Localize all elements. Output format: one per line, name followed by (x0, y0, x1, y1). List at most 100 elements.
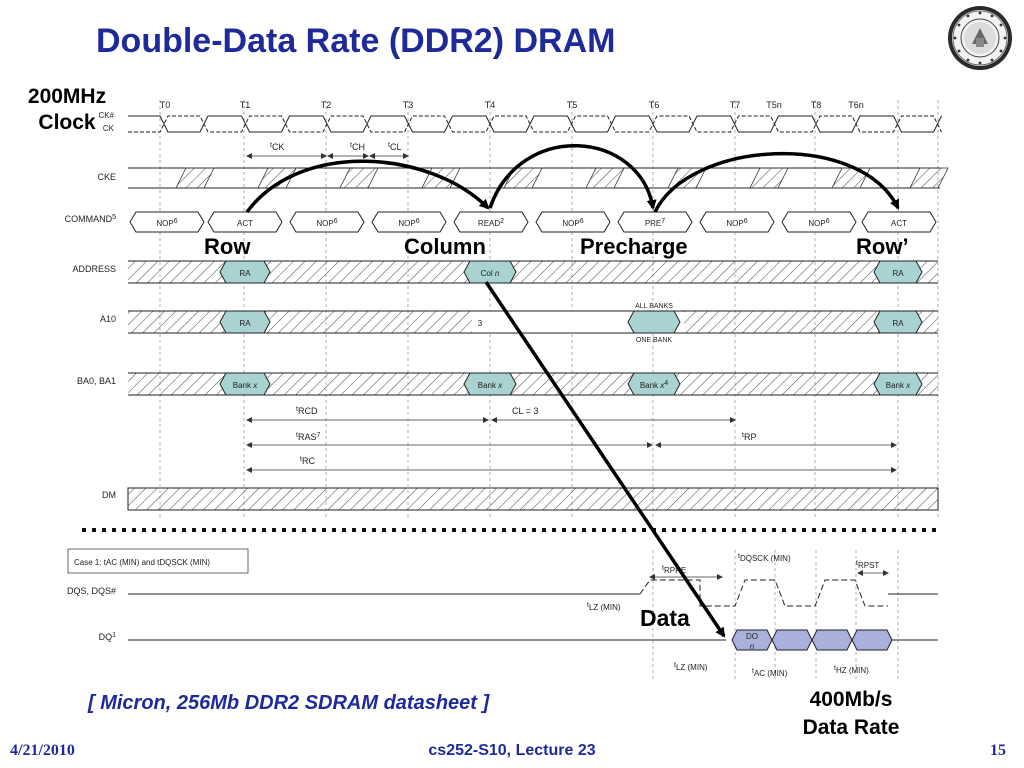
a10-note: 3 (478, 319, 483, 328)
clock-tick-label: T3 (403, 100, 414, 110)
case-box (67, 548, 249, 574)
data-callout: Data (640, 605, 690, 631)
cke-hatch-segment (339, 167, 379, 189)
command-label: ACT (891, 219, 907, 228)
command-cell (861, 211, 937, 233)
signal-name: DQS, DQS# (67, 586, 116, 596)
clock-parameter-label: tCL (388, 142, 401, 153)
citation: [ Micron, 256Mb DDR2 SDRAM datasheet ] (88, 692, 490, 714)
bank-bus-cell (627, 372, 681, 396)
row-prime-callout: Row’ (856, 234, 909, 259)
dq-data-cell (811, 629, 853, 651)
signal-name: BA0, BA1 (77, 376, 116, 386)
command-cell (371, 211, 447, 233)
dqs-parameter-label: tRPST (856, 560, 879, 571)
clock-tick-label: T1 (240, 100, 251, 110)
signal-name: COMMAND5 (65, 214, 117, 225)
signal-name: A10 (100, 314, 116, 324)
column-callout: Column (404, 234, 486, 259)
cl-label: CL = 3 (512, 406, 538, 416)
a10-cell (627, 310, 681, 334)
address-cell-label: Col n (481, 269, 500, 278)
dq-cell-label: DO (746, 632, 758, 641)
clock-parameter-label: tCH (350, 142, 365, 153)
command-cell (535, 211, 611, 233)
dqs-parameter-label: tLZ (MIN) (587, 602, 621, 613)
tras-label: tRAS7 (296, 432, 320, 443)
dq-parameter-label: tAC (MIN) (752, 668, 788, 679)
trc-label: tRC (300, 456, 315, 467)
clock-inverted-waveform (128, 115, 942, 133)
a10-cell-label: RA (239, 319, 251, 328)
row-callout: Row (204, 234, 251, 259)
bank-cell-label: Bank x (233, 381, 258, 390)
bank-cell-label: Bank x4 (640, 380, 668, 391)
clock-waveform (128, 115, 942, 133)
command-cell (781, 211, 857, 233)
precharge-callout: Precharge (580, 234, 688, 259)
clock-tick-label: T0 (160, 100, 171, 110)
dq-data-cell (771, 629, 813, 651)
signal-name: DM (102, 490, 116, 500)
address-bus-cell (219, 260, 271, 284)
command-label: NOP6 (156, 218, 177, 229)
dq-parameter-label: tLZ (MIN) (674, 662, 708, 673)
dq-parameter-label: tHZ (MIN) (834, 665, 869, 676)
slide-title: Double-Data Rate (DDR2) DRAM (96, 22, 616, 60)
clock-tick-label: T2 (321, 100, 332, 110)
bank-cell-label: Bank x (478, 381, 503, 390)
dq-cell-label: n (750, 642, 755, 651)
address-cell-label: RA (239, 269, 251, 278)
command-cell (289, 211, 365, 233)
signal-name: ADDRESS (72, 264, 116, 274)
footer-date: 4/21/2010 (10, 742, 75, 759)
command-label: NOP6 (808, 218, 829, 229)
address-bus-cell (873, 260, 923, 284)
command-cell (617, 211, 693, 233)
one-bank-label: ONE BANK (636, 337, 673, 344)
signal-name: DQ1 (99, 632, 117, 643)
signal-name: CKE (97, 172, 116, 182)
clock-tick-label: T5 (567, 100, 578, 110)
cke-hatch-segment (175, 167, 215, 189)
read-to-pre-arrow (488, 144, 657, 210)
pre-to-act-arrow (653, 151, 900, 213)
cke-hatch-segment (585, 167, 625, 189)
signal-name: CK (103, 124, 115, 133)
command-label: NOP6 (726, 218, 747, 229)
waveform-structure (67, 100, 949, 682)
signal-name: CK# (98, 111, 114, 120)
a10-cell (219, 310, 271, 334)
clock-tick-label: T6 (649, 100, 660, 110)
cke-hatch-segment (503, 167, 543, 189)
command-cell (699, 211, 775, 233)
bank-bus-cell (219, 372, 271, 396)
bank-cell-label: Bank x (886, 381, 911, 390)
a10-cell-label: RA (892, 319, 904, 328)
data-rate-label: 400Mb/s Data Rate (802, 688, 900, 739)
command-label: PRE7 (645, 218, 665, 229)
command-label: NOP6 (398, 218, 419, 229)
cke-hatch-segment (257, 167, 297, 189)
command-label: ACT (237, 219, 253, 228)
command-cell (207, 211, 283, 233)
address-cell-label: RA (892, 269, 904, 278)
clock-tick-label: T4 (485, 100, 496, 110)
clock-tick-label: T8 (811, 100, 822, 110)
dqs-parameter-label: tRPRE (662, 565, 686, 576)
address-bus-cell (463, 260, 517, 284)
a10-blank (476, 311, 628, 333)
command-cell (129, 211, 205, 233)
all-banks-label: ALL BANKS (635, 303, 673, 310)
command-label: READ2 (478, 218, 504, 229)
dqs-parameter-label: tDQSCK (MIN) (738, 553, 791, 564)
cke-hatch-segment (831, 167, 871, 189)
case-box-label: Case 1: tAC (MIN) and tDQSCK (MIN) (74, 558, 210, 567)
column-to-data-arrow (484, 281, 726, 638)
clock-parameter-label: tCK (270, 142, 284, 153)
dm-bus (127, 487, 939, 511)
a10-cell (873, 310, 923, 334)
annotation-arrows (245, 144, 900, 638)
waveform-labels: T0 T1 T2 T3 T4 T5 T6 T7 T5n T8 T6n CK# CK CKE COMMAND5… (65, 100, 912, 678)
